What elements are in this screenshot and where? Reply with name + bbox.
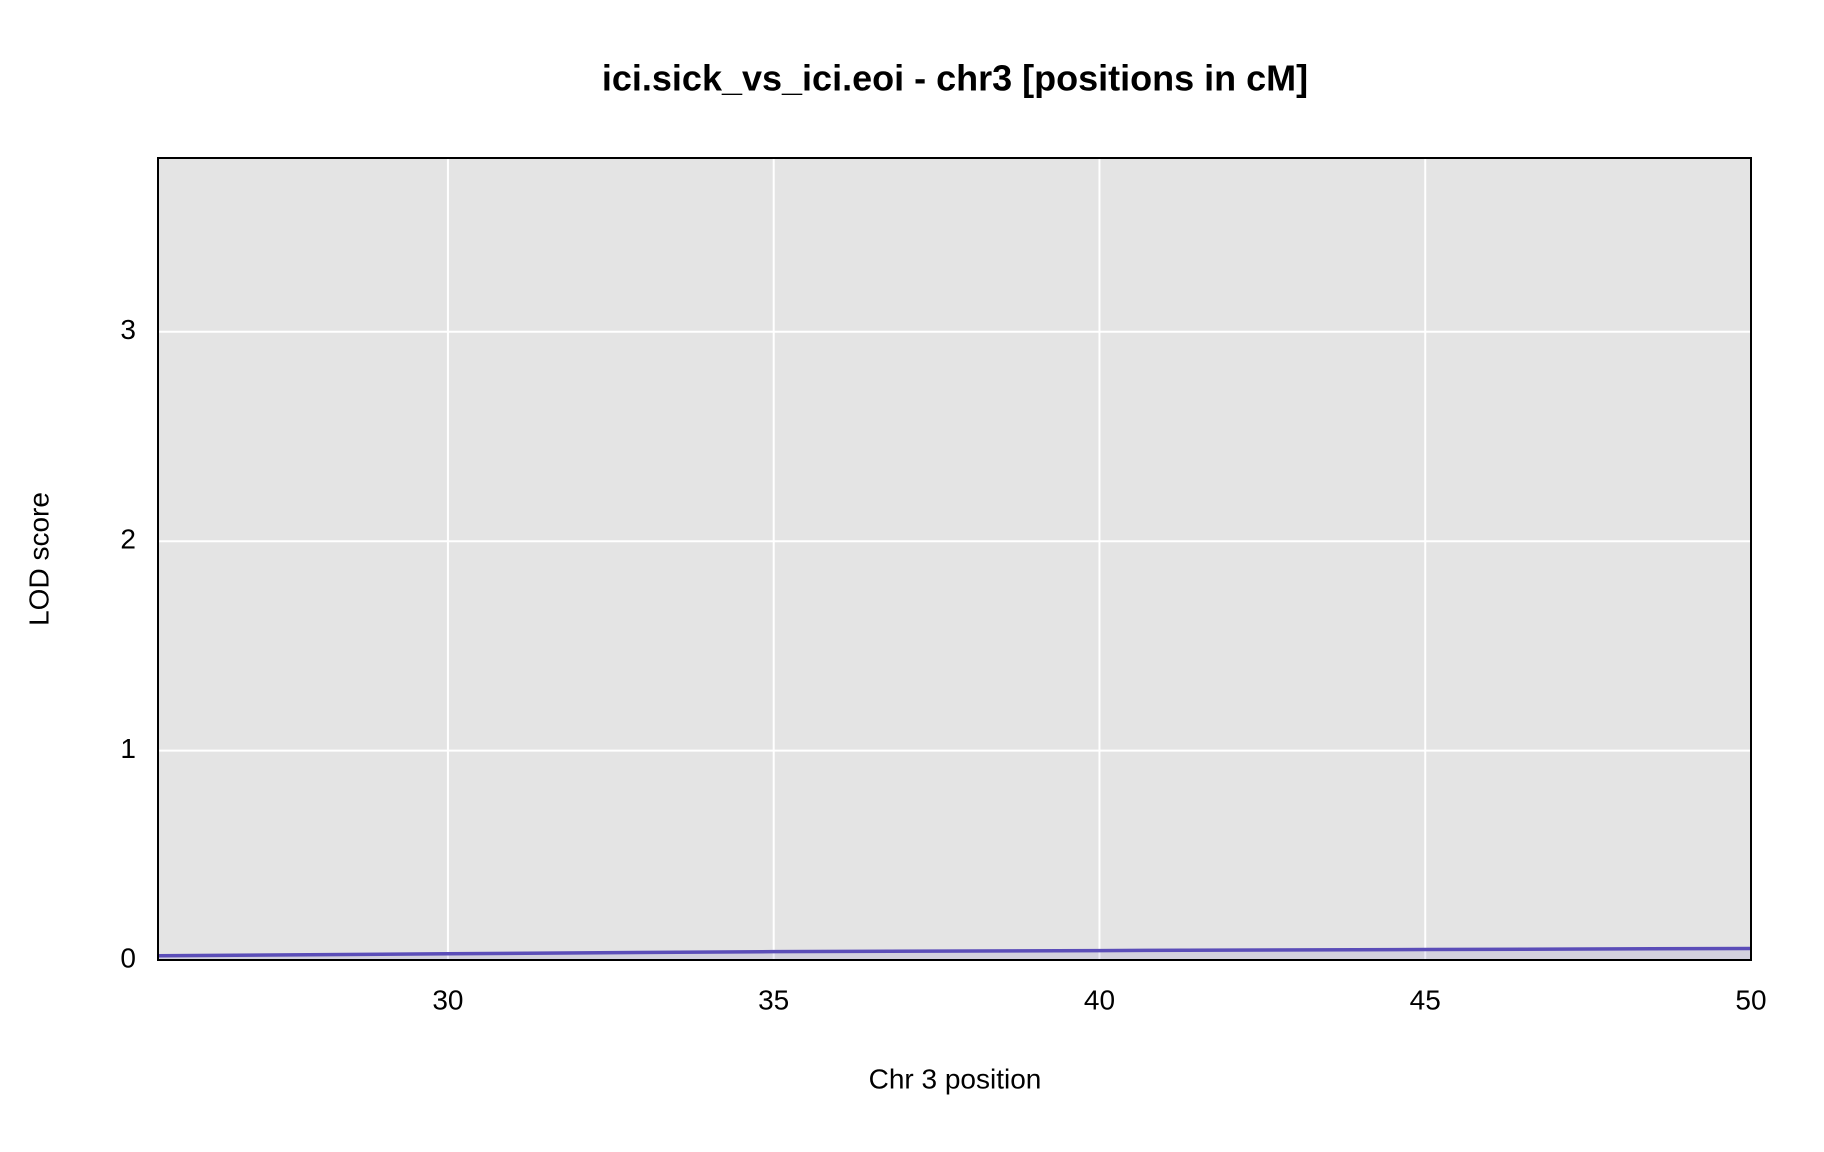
x-tick-label: 45	[1410, 984, 1441, 1015]
y-tick-label: 0	[120, 942, 136, 973]
x-tick-label: 35	[758, 984, 789, 1015]
y-tick-label: 3	[120, 314, 136, 345]
x-tick-label: 30	[432, 984, 463, 1015]
y-axis-label: LOD score	[23, 492, 54, 626]
plot-background	[158, 158, 1751, 960]
y-tick-label: 2	[120, 524, 136, 555]
y-tick-label: 1	[120, 733, 136, 764]
x-axis-label: Chr 3 position	[869, 1063, 1042, 1094]
line	[157, 946, 1752, 958]
chart-title: ici.sick_vs_ici.eoi - chr3 [positions in…	[602, 58, 1308, 99]
x-tick-label: 40	[1084, 984, 1115, 1015]
x-tick-label: 50	[1735, 984, 1766, 1015]
plot-frame	[157, 157, 1752, 961]
